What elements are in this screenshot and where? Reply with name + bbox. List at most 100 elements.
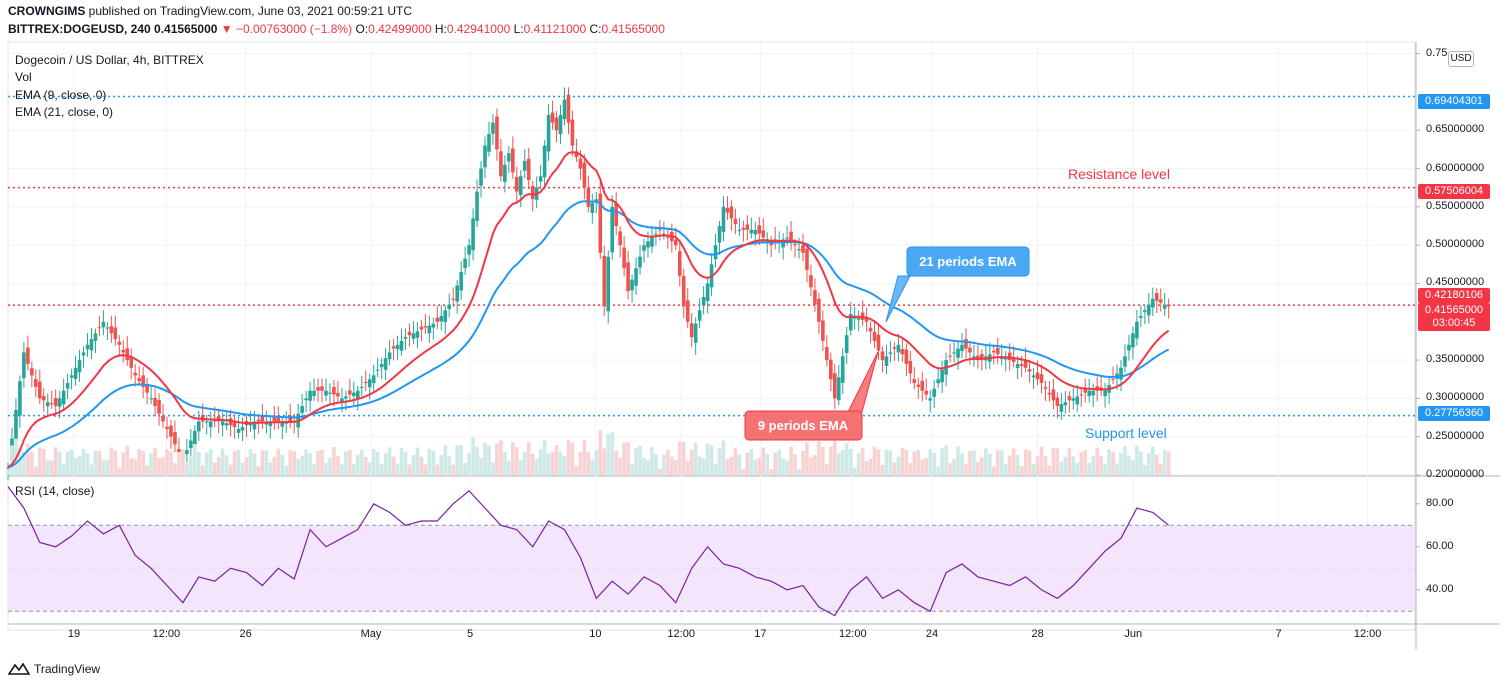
volume-bar — [805, 442, 809, 475]
volume-bar — [157, 457, 161, 475]
volume-bar — [117, 467, 122, 475]
volume-bar — [220, 448, 225, 475]
volume-bar — [280, 454, 285, 475]
candle-body — [1087, 390, 1091, 397]
candle-body — [1166, 304, 1171, 307]
volume-bar — [367, 462, 372, 475]
volume-bar — [471, 437, 475, 475]
volume-bar — [844, 443, 849, 475]
currency-button[interactable]: USD — [1448, 51, 1474, 67]
tradingview-brand[interactable]: TradingView — [8, 662, 100, 676]
candle-body — [232, 422, 237, 428]
volume-bar — [793, 454, 797, 475]
candle-body — [61, 390, 66, 405]
candle-body — [491, 122, 495, 134]
time-tick-label: 5 — [466, 628, 474, 640]
volume-bar — [586, 452, 591, 475]
volume-bar — [1035, 455, 1040, 475]
candle-body — [1147, 304, 1151, 316]
legend-vol[interactable]: Vol — [15, 70, 32, 84]
candle-body — [288, 415, 293, 422]
candle-body — [522, 160, 527, 171]
published-text: published on TradingView.com, June 03, 2… — [85, 4, 412, 18]
candle-body — [1023, 359, 1028, 368]
volume-bar — [753, 459, 758, 475]
volume-bar — [443, 445, 448, 475]
candle-body — [463, 258, 467, 268]
legend-ema21[interactable]: EMA (21, close, 0) — [15, 105, 114, 119]
candle-body — [872, 332, 877, 341]
time-tick-label: 12:00 — [1353, 628, 1382, 640]
candle-body — [371, 375, 376, 384]
volume-bar — [968, 450, 972, 475]
candle-body — [399, 340, 404, 351]
volume-bar — [801, 450, 805, 475]
legend-ema9[interactable]: EMA (9, close, 0) — [15, 88, 107, 102]
price-change: ▼ −0.00763000 (−1.8%) — [220, 22, 353, 36]
candle-body — [149, 398, 153, 400]
volume-bar — [920, 459, 925, 475]
candle-body — [193, 430, 197, 447]
candle-body — [165, 426, 169, 430]
volume-bar — [638, 446, 642, 475]
volume-bar — [1119, 452, 1123, 475]
volume-bar — [185, 461, 189, 475]
rsi-tick-label: 60.00 — [1426, 539, 1454, 552]
candle-body — [117, 341, 122, 345]
candle-body — [141, 375, 145, 387]
candle-body — [940, 369, 944, 383]
volume-bar — [248, 449, 253, 475]
volume-bar — [860, 447, 865, 475]
support-annotation: Support level — [1085, 425, 1167, 441]
volume-bar — [395, 463, 400, 475]
candle-body — [518, 176, 523, 196]
volume-bar — [1067, 448, 1072, 475]
candle-body — [809, 275, 813, 288]
volume-bar — [542, 440, 547, 475]
volume-bar — [467, 453, 471, 475]
candle-body — [38, 381, 42, 399]
volume-bar — [972, 450, 976, 475]
candle-body — [741, 227, 746, 230]
candle-body — [836, 377, 841, 401]
volume-bar — [1071, 456, 1076, 475]
volume-bar — [324, 463, 328, 475]
volume-bar — [900, 448, 905, 475]
ema21-line — [7, 200, 1170, 469]
candle-body — [662, 233, 666, 235]
volume-bar — [952, 459, 956, 475]
volume-bar — [626, 442, 630, 475]
time-tick-label: 19 — [67, 628, 81, 640]
volume-bar — [169, 451, 173, 475]
price-tick-label: 0.35000000 — [1426, 353, 1485, 366]
candle-body — [582, 162, 587, 188]
volume-bar — [769, 469, 773, 475]
legend-rsi[interactable]: RSI (14, close) — [15, 484, 95, 498]
volume-bar — [980, 457, 984, 475]
time-tick-label: 7 — [1275, 628, 1282, 640]
volume-bar — [558, 451, 563, 475]
volume-bar — [499, 440, 503, 475]
volume-bar — [65, 451, 70, 475]
volume-bar — [654, 453, 658, 475]
candle-body — [745, 224, 750, 230]
candle-body — [681, 275, 686, 307]
candle-body — [447, 304, 452, 310]
volume-bar — [606, 434, 611, 475]
volume-bar — [729, 456, 734, 475]
candle-body — [137, 378, 141, 382]
time-tick-label: 26 — [239, 628, 252, 640]
volume-bar — [189, 456, 193, 475]
volume-bar — [204, 452, 209, 475]
candle-body — [1075, 396, 1080, 405]
volume-bar — [852, 467, 857, 475]
candle-body — [892, 347, 897, 349]
candle-body — [968, 347, 972, 353]
candle-body — [622, 247, 626, 269]
candle-body — [976, 355, 980, 361]
publisher-name[interactable]: CROWNGIMS — [8, 4, 86, 18]
volume-bar — [463, 462, 467, 475]
volume-bar — [61, 463, 66, 475]
candle-body — [511, 148, 515, 173]
